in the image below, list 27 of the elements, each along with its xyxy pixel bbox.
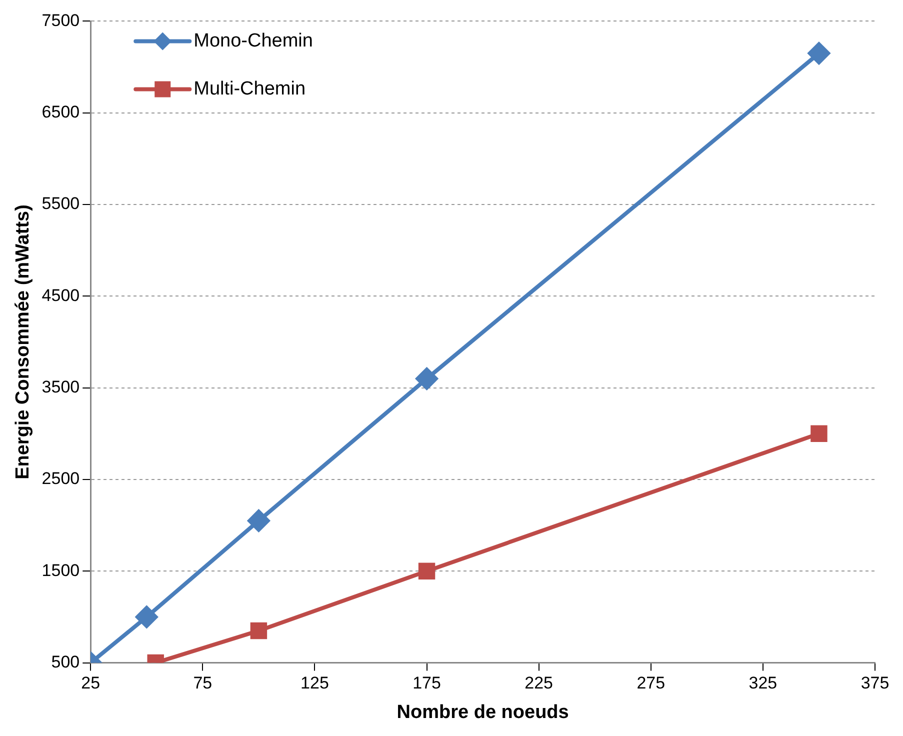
y-tick-label: 2500	[42, 469, 80, 488]
y-tick-label: 7500	[42, 10, 80, 30]
x-tick-label: 375	[860, 674, 890, 693]
y-tick-label: 500	[51, 652, 80, 672]
x-tick-label: 75	[193, 674, 212, 693]
legend-label: Multi-Chemin	[194, 78, 306, 100]
point	[136, 606, 158, 628]
y-axis-title: Energie Consommée (mWatts)	[12, 204, 34, 480]
x-axis-title: Nombre de noeuds	[396, 702, 569, 723]
x-tick-label: 25	[81, 674, 100, 693]
point	[416, 368, 438, 390]
point	[810, 425, 828, 442]
x-tick-label: 275	[636, 674, 666, 693]
x-tick-label: 175	[412, 674, 441, 693]
x-tick-label: 325	[748, 674, 778, 693]
legend-label: Mono-Chemin	[194, 30, 313, 52]
y-tick-label: 4500	[42, 286, 80, 305]
y-tick-label: 1500	[42, 560, 80, 580]
point	[248, 510, 270, 532]
x-tick-label: 225	[524, 674, 554, 693]
x-tick-label: 125	[300, 674, 329, 693]
point	[808, 42, 830, 64]
y-tick-label: 3500	[42, 378, 80, 397]
point	[250, 622, 268, 640]
y-tick-label: 5500	[42, 194, 80, 214]
y-tick-label: 6500	[42, 102, 80, 122]
point	[418, 562, 436, 580]
